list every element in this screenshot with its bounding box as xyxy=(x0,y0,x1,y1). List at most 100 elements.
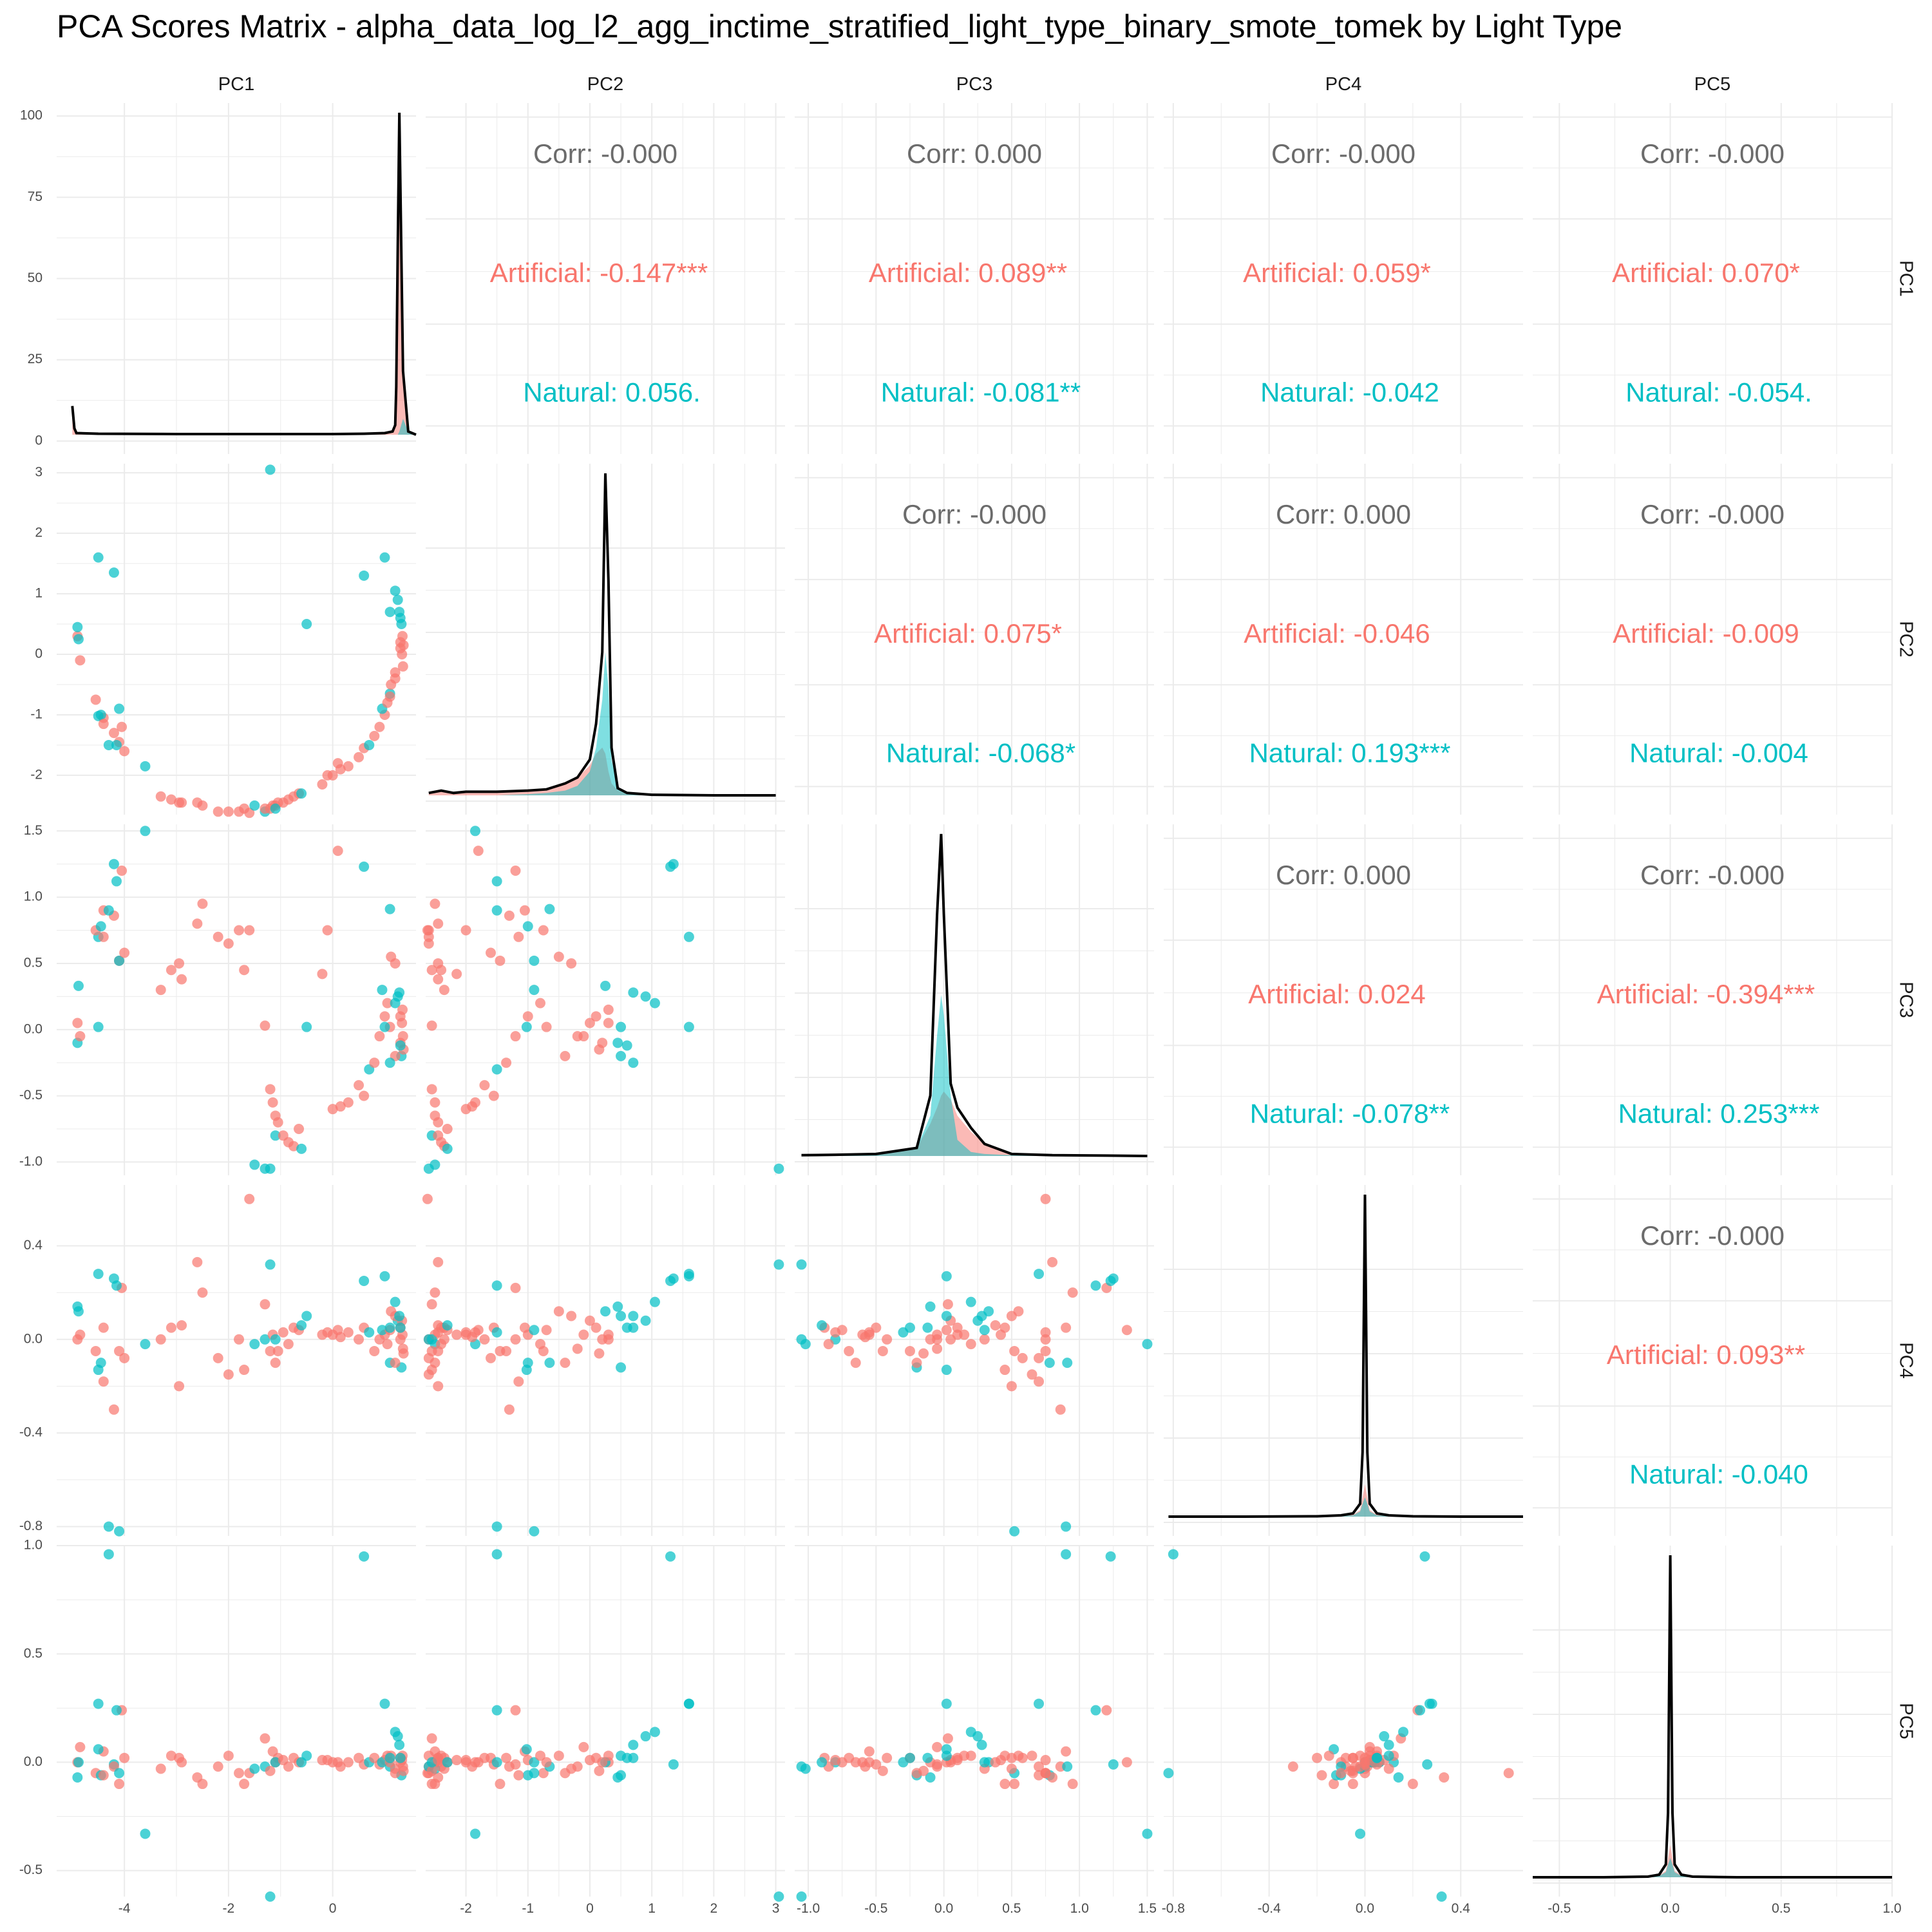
scatter-point-artificial xyxy=(213,1761,223,1772)
y-tick-label-pc1: 0 xyxy=(35,433,43,448)
scatter-point-artificial xyxy=(510,1705,521,1716)
scatter-point-artificial xyxy=(155,791,166,802)
scatter-point-artificial xyxy=(594,1348,605,1359)
scatter-point-artificial xyxy=(1034,1376,1045,1387)
scatter-point-artificial xyxy=(433,1117,444,1128)
scatter-point-natural xyxy=(265,1259,276,1270)
scatter-point-natural xyxy=(270,1130,281,1141)
scatter-point-natural xyxy=(95,921,106,932)
scatter-point-artificial xyxy=(354,1080,365,1091)
scatter-point-artificial xyxy=(335,1761,346,1772)
scatter-point-artificial xyxy=(335,1101,346,1112)
scatter-point-natural xyxy=(491,1549,502,1560)
scatter-point-artificial xyxy=(426,965,437,976)
density-area-natural xyxy=(428,652,776,795)
scatter-point-artificial xyxy=(239,1779,250,1790)
density-line-overall xyxy=(801,833,1148,1157)
scatter-point-artificial xyxy=(572,1031,583,1042)
scatter-point-artificial xyxy=(460,925,471,936)
scatter-point-artificial xyxy=(397,1004,408,1015)
density-line-overall xyxy=(1168,1194,1523,1518)
scatter-point-artificial xyxy=(398,1765,409,1776)
scatter-point-artificial xyxy=(952,1322,963,1333)
scatter-point-natural xyxy=(796,1891,807,1902)
scatter-point-artificial xyxy=(1006,1381,1017,1392)
density-area-artificial xyxy=(1533,1845,1892,1877)
scatter-point-natural xyxy=(640,991,651,1002)
corr-overall-text: Corr: 0.000 xyxy=(1276,860,1411,890)
scatter-point-natural xyxy=(73,1306,84,1317)
scatter-point-natural xyxy=(1034,1698,1045,1709)
scatter-point-natural xyxy=(773,1163,784,1174)
scatter-point-natural xyxy=(426,1334,437,1345)
y-tick-label-pc5: 0.5 xyxy=(24,1646,43,1661)
scatter-point-artificial xyxy=(996,1755,1007,1766)
scatter-point-natural xyxy=(364,1327,375,1338)
scatter-point-artificial xyxy=(234,925,245,936)
scatter-point-natural xyxy=(301,1021,312,1032)
scatter-point-natural xyxy=(976,1311,987,1321)
scatter-point-artificial xyxy=(504,1404,515,1415)
scatter-point-artificial xyxy=(603,1329,614,1340)
scatter-point-artificial xyxy=(98,719,109,730)
scatter-point-artificial xyxy=(911,1358,922,1368)
scatter-point-artificial xyxy=(119,1352,130,1363)
scatter-point-natural xyxy=(979,1757,990,1768)
scatter-point-natural xyxy=(600,980,611,991)
scatter-point-artificial xyxy=(1040,1193,1051,1204)
scatter-point-artificial xyxy=(882,1334,893,1345)
scatter-point-natural xyxy=(628,1057,639,1068)
scatter-point-artificial xyxy=(430,1097,440,1108)
x-tick-label-pc3: 1.0 xyxy=(1070,1901,1089,1916)
scatter-point-artificial xyxy=(1009,1345,1020,1356)
panel-pc2-pc4: Corr: 0.000 Artificial: -0.046 Natural: 0.… xyxy=(1164,464,1523,815)
scatter-point-natural xyxy=(1419,1551,1430,1562)
scatter-point-natural xyxy=(265,1891,276,1902)
scatter-point-artificial xyxy=(501,1345,512,1356)
scatter-point-artificial xyxy=(234,1334,245,1345)
x-tick-label-pc2: 3 xyxy=(772,1901,780,1916)
corr-overall-text: Corr: -0.000 xyxy=(1271,138,1416,169)
scatter-point-artificial xyxy=(584,1315,595,1326)
corr-overall-text: Corr: -0.000 xyxy=(1640,138,1785,169)
scatter-point-artificial xyxy=(369,1345,380,1356)
scatter-point-artificial xyxy=(553,951,564,962)
x-tick-label-pc2: -2 xyxy=(460,1901,472,1916)
scatter-point-artificial xyxy=(192,918,203,929)
scatter-point-artificial xyxy=(1006,1311,1017,1321)
scatter-point-artificial xyxy=(541,1757,552,1768)
scatter-point-natural xyxy=(270,803,281,814)
scatter-point-artificial xyxy=(265,1345,276,1356)
scatter-point-artificial xyxy=(239,965,250,976)
scatter-point-natural xyxy=(522,921,533,932)
scatter-point-natural xyxy=(111,876,122,887)
strip-label-right-pc4: PC4 xyxy=(1895,1342,1916,1378)
scatter-point-natural xyxy=(796,1334,807,1345)
scatter-point-artificial xyxy=(294,1124,305,1135)
scatter-point-artificial xyxy=(426,1084,437,1095)
scatter-point-natural xyxy=(379,1021,390,1032)
panel-pc4-pc1 xyxy=(57,1185,416,1537)
scatter-point-natural xyxy=(1372,1752,1383,1763)
corr-overall-text: Corr: -0.000 xyxy=(1640,499,1785,529)
scatter-point-natural xyxy=(628,1322,639,1333)
scatter-point-artificial xyxy=(591,1322,601,1333)
scatter-point-artificial xyxy=(265,1765,276,1776)
scatter-point-natural xyxy=(1034,1269,1045,1280)
scatter-point-artificial xyxy=(426,1765,437,1776)
y-tick-label-pc2: -1 xyxy=(30,707,43,722)
y-tick-label-pc1: 75 xyxy=(28,189,43,204)
scatter-point-artificial xyxy=(119,746,130,757)
scatter-point-natural xyxy=(72,621,83,632)
scatter-point-natural xyxy=(529,1768,540,1779)
scatter-point-natural xyxy=(114,1526,125,1537)
scatter-point-natural xyxy=(628,1311,639,1321)
corr-natural-text: Natural: -0.004 xyxy=(1629,737,1808,768)
strip-label-top-pc1: PC1 xyxy=(218,74,254,95)
scatter-point-artificial xyxy=(197,800,208,811)
corr-artificial-text: Artificial: -0.147*** xyxy=(490,258,708,288)
y-tick-label-pc2: 1 xyxy=(35,586,43,601)
scatter-point-natural xyxy=(394,1311,405,1321)
scatter-point-natural xyxy=(442,1320,453,1331)
scatter-point-artificial xyxy=(535,998,545,1009)
